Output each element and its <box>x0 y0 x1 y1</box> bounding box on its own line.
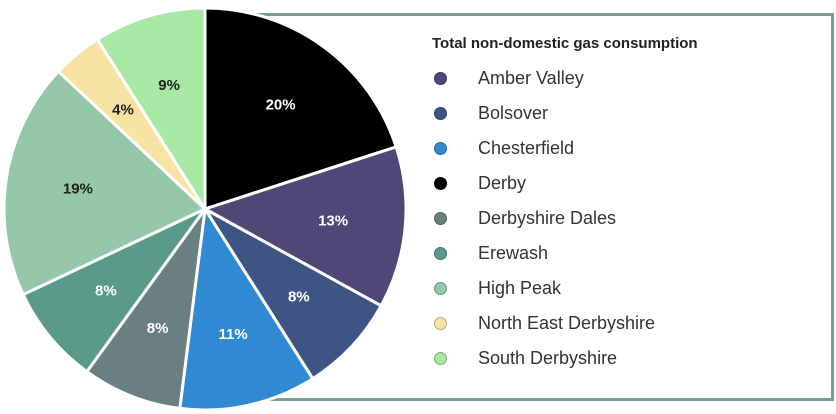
legend-swatch-bolsover <box>434 107 447 120</box>
pie-slice-high-peak <box>2 69 207 297</box>
legend-swatch-chesterfield <box>434 142 447 155</box>
slice-label-derby: 20% <box>266 96 296 113</box>
pie-slice-south-derbyshire <box>95 6 207 211</box>
legend-item-bolsover: Bolsover <box>432 96 812 131</box>
legend-swatch-high-peak <box>434 282 447 295</box>
slice-label-bolsover: 8% <box>288 289 310 306</box>
legend-label-erewash: Erewash <box>478 243 549 263</box>
pie-slice-amber-valley <box>203 145 408 308</box>
pie-slice-derby <box>203 6 398 211</box>
legend-label-high-peak: High Peak <box>478 278 562 298</box>
legend-label-north-east-derbyshire: North East Derbyshire <box>478 313 656 333</box>
legend-label-amber-valley: Amber Valley <box>478 68 584 88</box>
legend-label-bolsover: Bolsover <box>478 103 549 123</box>
slice-label-amber-valley: 13% <box>318 213 348 230</box>
slice-label-south-derbyshire: 9% <box>158 77 180 94</box>
slice-label-erewash: 8% <box>95 283 117 300</box>
slice-label-high-peak: 19% <box>63 180 93 197</box>
legend-label-chesterfield: Chesterfield <box>478 138 575 158</box>
legend-item-derbyshire-dales: Derbyshire Dales <box>432 201 812 236</box>
pie-slice-erewash <box>21 207 207 374</box>
pie-slice-derbyshire-dales <box>85 207 207 410</box>
legend-item-south-derbyshire: South Derbyshire <box>432 341 812 376</box>
legend-swatch-derbyshire-dales <box>434 212 447 225</box>
pie-slice-chesterfield <box>178 207 315 412</box>
legend-swatch-erewash <box>434 247 447 260</box>
legend-item-chesterfield: Chesterfield <box>432 131 812 166</box>
legend-items: Amber Valley Bolsover Chesterfield Derby Der… <box>432 61 812 376</box>
slice-label-chesterfield: 11% <box>218 326 247 343</box>
legend-swatch-south-derbyshire <box>434 352 447 365</box>
legend-item-derby: Derby <box>432 166 812 201</box>
legend-label-derby: Derby <box>478 173 527 193</box>
legend-item-erewash: Erewash <box>432 236 812 271</box>
legend-item-amber-valley: Amber Valley <box>432 61 812 96</box>
legend-title: Total non-domestic gas consumption <box>432 35 698 52</box>
legend-label-derbyshire-dales: Derbyshire Dales <box>478 208 617 228</box>
legend-swatch-amber-valley <box>434 72 447 85</box>
legend: Total non-domestic gas consumption Amber… <box>432 35 812 376</box>
legend-swatch-north-east-derbyshire <box>434 317 447 330</box>
legend-label-south-derbyshire: South Derbyshire <box>478 348 618 368</box>
legend-item-high-peak: High Peak <box>432 271 812 306</box>
pie-slice-bolsover <box>203 207 383 381</box>
slice-label-north-east-derbyshire: 4% <box>112 101 134 118</box>
slice-label-derbyshire-dales: 8% <box>147 320 169 337</box>
legend-item-north-east-derbyshire: North East Derbyshire <box>432 306 812 341</box>
legend-swatch-derby <box>434 177 447 190</box>
